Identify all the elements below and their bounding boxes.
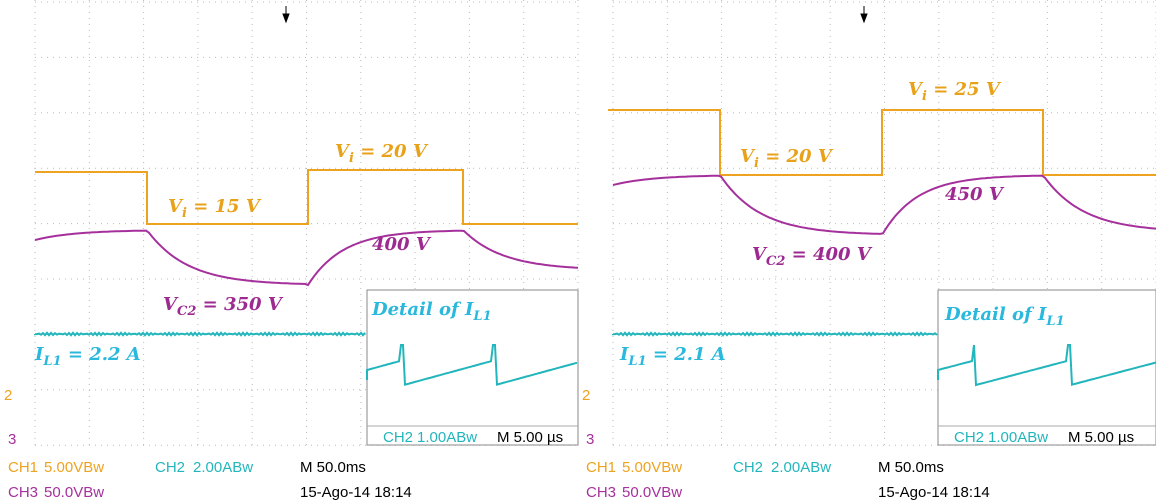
label-part: C2 [766, 254, 785, 269]
timebase: M 50.0ms [300, 459, 366, 476]
label-part: i [182, 206, 187, 221]
trace-label: 400 V [372, 234, 432, 255]
ch2-marker: 2 [582, 387, 590, 404]
trace-label: Vi = 20 V [740, 146, 834, 171]
label-part: V [163, 294, 179, 315]
ch3-marker: 3 [8, 431, 16, 448]
label-part: Detail of [944, 304, 1038, 325]
label-part: i [349, 151, 354, 166]
ch1-scale: 5.00VBw [44, 459, 104, 476]
ch3-trace [612, 174, 1156, 235]
label-part: = 20 V [354, 141, 429, 162]
inset-channel: CH2 [954, 429, 984, 446]
ch2-marker: 2 [4, 387, 12, 404]
label-part: I [34, 344, 44, 365]
label-part: L1 [472, 309, 491, 324]
label-part: L1 [627, 354, 646, 369]
label-part: I [464, 299, 474, 320]
label-part: V [335, 141, 351, 162]
ch3-scale: 50.0VBw [622, 484, 682, 501]
trace-label: IL1 = 2.2 A [34, 344, 141, 369]
inset-trace [937, 344, 1156, 387]
label-part: I [1037, 304, 1047, 325]
ch1-name: CH1 [586, 459, 616, 476]
ch3-name: CH3 [8, 484, 38, 501]
timestamp: 15-Ago-14 18:14 [878, 484, 990, 501]
label-part: = 20 V [759, 146, 834, 167]
label-part: i [922, 89, 927, 104]
label-part: = 15 V [187, 196, 262, 217]
trace-label: Vi = 15 V [168, 196, 262, 221]
label-part: = 400 V [785, 244, 872, 265]
ch1-trace [35, 169, 578, 225]
label-part: = 350 V [196, 294, 283, 315]
trace-label: VC2 = 400 V [752, 244, 873, 269]
inset-frame [366, 289, 579, 446]
label-part: 450 V [945, 184, 1005, 205]
ch2-trace [34, 331, 366, 337]
inset-scale: 1.00ABw [988, 429, 1048, 446]
ch2-scale: 2.00ABw [771, 459, 831, 476]
label-part: V [908, 79, 924, 100]
trigger-arrow [282, 6, 290, 24]
trace-label: Vi = 20 V [335, 141, 429, 166]
inset-channel: CH2 [383, 429, 413, 446]
label-part: = 25 V [927, 79, 1002, 100]
ch2-trace [612, 331, 938, 337]
inset-time: M 5.00 µs [1068, 429, 1134, 446]
trace-label: Vi = 25 V [908, 79, 1002, 104]
trace-label: VC2 = 350 V [163, 294, 284, 319]
label-part: Detail of [371, 299, 465, 320]
trace-label: Detail of IL1 [944, 304, 1065, 329]
inset-trace [366, 344, 578, 386]
label-part: C2 [177, 304, 196, 319]
label-part: I [619, 344, 629, 365]
inset-time: M 5.00 µs [497, 429, 563, 446]
label-part: V [740, 146, 756, 167]
ch1-name: CH1 [8, 459, 38, 476]
ch3-scale: 50.0VBw [44, 484, 104, 501]
label-part: = 2.1 A [647, 344, 726, 365]
ch3-trace [34, 229, 579, 287]
ch2-name: CH2 [155, 459, 185, 476]
trigger-arrow [860, 6, 868, 24]
trace-label: Detail of IL1 [371, 299, 492, 324]
label-part: L1 [1045, 314, 1064, 329]
label-part: 400 V [372, 234, 432, 255]
ch3-name: CH3 [586, 484, 616, 501]
label-part: L1 [42, 354, 61, 369]
label-part: V [752, 244, 768, 265]
inset-scale: 1.00ABw [417, 429, 477, 446]
timestamp: 15-Ago-14 18:14 [300, 484, 412, 501]
timebase: M 50.0ms [878, 459, 944, 476]
ch1-trace [608, 109, 1156, 176]
ch3-marker: 3 [586, 431, 594, 448]
trace-label: 450 V [945, 184, 1005, 205]
ch2-scale: 2.00ABw [193, 459, 253, 476]
label-part: i [754, 156, 759, 171]
label-part: V [168, 196, 184, 217]
ch1-scale: 5.00VBw [622, 459, 682, 476]
ch2-name: CH2 [733, 459, 763, 476]
trace-label: IL1 = 2.1 A [619, 344, 726, 369]
label-part: = 2.2 A [62, 344, 141, 365]
